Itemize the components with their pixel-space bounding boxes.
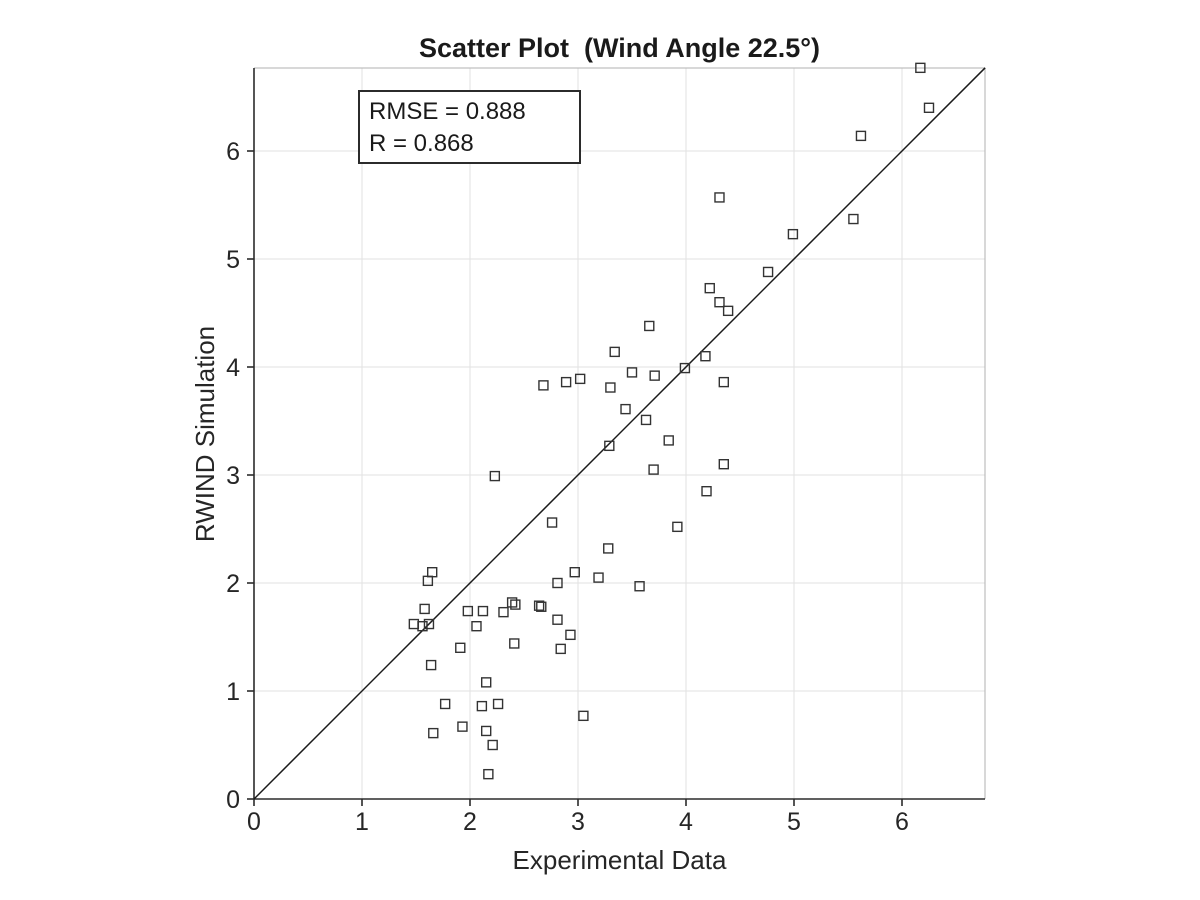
y-tick-label: 2: [226, 570, 240, 598]
scatter-point: [536, 601, 547, 612]
scatter-point: [762, 266, 774, 278]
y-tick-label: 5: [226, 246, 240, 274]
scatter-point: [648, 464, 659, 475]
scatter-point: [649, 370, 660, 381]
x-tick-label: 1: [355, 808, 369, 836]
scatter-point: [423, 618, 435, 630]
axis-ticks: [247, 150, 903, 806]
x-tick-label: 2: [463, 808, 477, 836]
scatter-point: [492, 698, 504, 710]
scatter-point: [489, 470, 501, 482]
scatter-point: [605, 382, 616, 393]
scatter-point: [510, 599, 521, 610]
rmse-text: RMSE = 0.888: [369, 98, 526, 125]
scatter-points: [408, 62, 935, 780]
scatter-point: [593, 572, 604, 583]
scatter-point: [569, 567, 580, 578]
scatter-point: [498, 606, 509, 618]
y-tick-label: 3: [226, 462, 240, 490]
scatter-point: [457, 721, 468, 732]
y-axis-label: RWIND Simulation: [190, 325, 220, 543]
plot-frame: [253, 67, 986, 800]
y-tick-label: 4: [226, 354, 240, 382]
scatter-point: [923, 102, 935, 113]
scatter-point: [700, 351, 711, 362]
scatter-point: [533, 600, 545, 611]
identity-line: [253, 67, 986, 800]
scatter-point: [439, 698, 451, 710]
y-tick-label: 0: [226, 786, 240, 814]
scatter-point: [855, 130, 867, 142]
scatter-point: [560, 376, 572, 388]
r-text: R = 0.868: [369, 130, 474, 157]
scatter-point: [644, 320, 655, 332]
scatter-point: [462, 605, 474, 617]
x-tick-label: 0: [247, 808, 261, 836]
scatter-point: [640, 414, 652, 426]
x-tick-label: 3: [571, 808, 585, 836]
scatter-point: [609, 346, 620, 358]
scatter-point: [480, 677, 492, 688]
chart-title: Scatter Plot (Wind Angle 22.5°): [418, 33, 821, 63]
scatter-point: [477, 605, 489, 617]
scatter-point: [455, 642, 466, 653]
scatter-point: [718, 459, 729, 470]
scatter-point: [408, 618, 420, 630]
scatter-point: [701, 486, 712, 497]
scatter-point: [718, 376, 729, 388]
scatter-point: [426, 567, 438, 578]
scatter-plot: [247, 62, 986, 806]
scatter-point: [552, 614, 563, 625]
scatter-point: [714, 296, 725, 308]
scatter-point: [679, 362, 691, 374]
scatter-point: [722, 305, 734, 317]
scatter-point: [417, 621, 428, 632]
scatter-point: [419, 603, 430, 615]
stats-annotation-box: RMSE = 0.888 R = 0.868: [358, 90, 581, 164]
scatter-point: [565, 629, 576, 641]
y-tick-label: 6: [226, 138, 240, 166]
scatter-point: [509, 638, 520, 649]
scatter-point: [574, 373, 586, 385]
scatter-point: [604, 440, 615, 452]
x-tick-label: 4: [679, 808, 693, 836]
scatter-point: [480, 725, 492, 737]
scatter-point: [915, 62, 926, 74]
scatter-point: [425, 659, 437, 671]
scatter-point: [422, 575, 434, 587]
scatter-point: [578, 710, 589, 722]
scatter-point: [714, 192, 725, 203]
scatter-point: [603, 543, 614, 554]
y-tick-label: 1: [226, 678, 240, 706]
scatter-point: [552, 577, 563, 589]
scatter-point: [546, 517, 558, 528]
scatter-point: [476, 700, 488, 712]
scatter-point: [787, 228, 799, 240]
scatter-point: [634, 581, 645, 592]
identity-line-segment: [253, 67, 986, 800]
scatter-point: [663, 435, 674, 446]
scatter-point: [506, 597, 518, 608]
scatter-point: [626, 367, 638, 378]
scatter-point: [483, 768, 494, 780]
x-axis-label: Experimental Data: [512, 845, 727, 875]
scatter-point: [704, 282, 715, 294]
scatter-point: [487, 739, 498, 751]
scatter-point: [538, 380, 549, 391]
x-tick-label: 6: [895, 808, 909, 836]
scatter-point: [471, 621, 482, 632]
scatter-point: [848, 213, 859, 225]
scatter-point: [620, 403, 631, 415]
scatter-point: [555, 643, 566, 655]
scatter-point: [672, 521, 683, 533]
scatter-point: [428, 727, 439, 739]
x-tick-label: 5: [787, 808, 801, 836]
